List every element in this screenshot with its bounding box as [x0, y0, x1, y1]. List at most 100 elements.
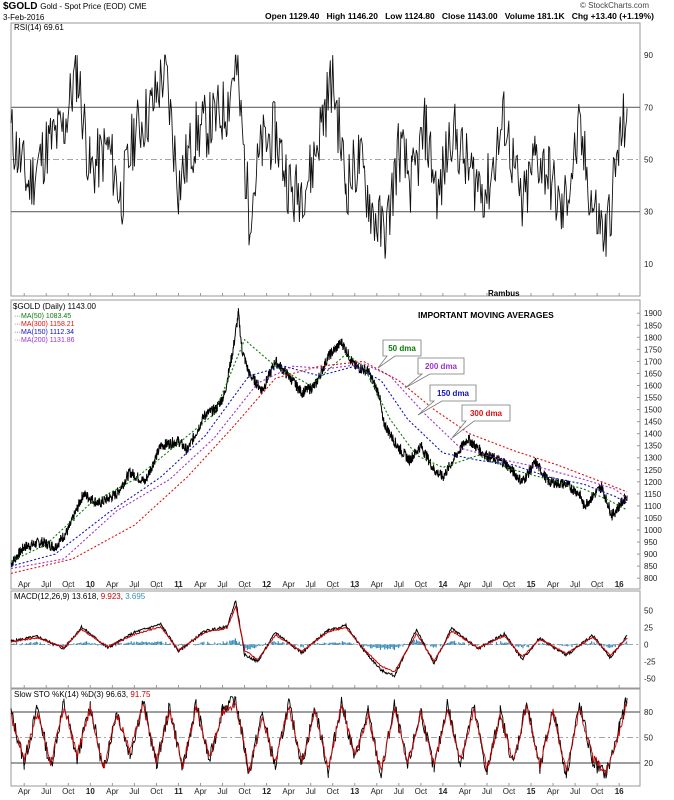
callout-box — [404, 357, 465, 389]
x-tick-label: Jul — [41, 787, 51, 796]
x-tick-label: Oct — [62, 787, 75, 796]
x-tick-label: Oct — [591, 580, 604, 589]
macd-tick-label: 25 — [644, 624, 653, 633]
chart-date: 3-Feb-2016 — [3, 13, 45, 22]
price-legend-title: $GOLD (Daily) 1143.00 — [13, 302, 96, 311]
panel-frames — [10, 22, 641, 787]
ma-line-ma300 — [10, 360, 628, 574]
exchange: CME — [128, 2, 147, 11]
symbol: $GOLD — [3, 1, 38, 12]
description: Gold - Spot Price (EOD) — [40, 2, 127, 11]
x-tick-label: Jul — [129, 787, 139, 796]
grid-lines — [11, 106, 640, 786]
price-tick-label: 1500 — [644, 406, 662, 415]
x-tick-label: Oct — [150, 580, 163, 589]
x-tick-label: Jul — [41, 580, 51, 589]
x-tick-label: Apr — [459, 580, 472, 589]
x-tick-label: Jul — [217, 580, 227, 589]
y-axis-labels: 9070503010800850900950100010501100115012… — [644, 51, 662, 768]
price-tick-label: 1650 — [644, 369, 662, 378]
x-tick-label: Jul — [306, 787, 316, 796]
price-tick-label: 1750 — [644, 345, 662, 354]
macd-tick-label: 50 — [644, 607, 653, 616]
ma-line-ma150 — [10, 365, 628, 567]
ma-legend-item: ···MA(300) 1158.21 — [14, 321, 75, 328]
callout-label: 300 dma — [470, 409, 503, 418]
x-tick-label: 11 — [174, 580, 183, 589]
macd-signal-line — [10, 605, 628, 673]
rsi-panel — [10, 54, 628, 259]
x-tick-label: 16 — [615, 580, 624, 589]
rsi-tick-label: 70 — [644, 103, 653, 112]
x-tick-label: Apr — [18, 787, 31, 796]
price-tick-label: 1200 — [644, 478, 662, 487]
price-tick-label: 1400 — [644, 430, 662, 439]
ma-line-ma200 — [10, 363, 628, 570]
x-tick-label: Oct — [62, 580, 75, 589]
x-tick-label: Apr — [282, 580, 295, 589]
price-tick-label: 1850 — [644, 321, 662, 330]
price-tick-label: 1800 — [644, 333, 662, 342]
x-tick-label: Apr — [106, 787, 119, 796]
x-tick-label: Apr — [371, 580, 384, 589]
x-tick-label: Jul — [482, 580, 492, 589]
callout-label: 50 dma — [388, 344, 416, 353]
price-tick-label: 950 — [644, 538, 658, 547]
callout-box — [451, 404, 511, 439]
x-tick-label: Oct — [503, 580, 516, 589]
x-tick-label: 15 — [527, 580, 536, 589]
x-tick-label: Jul — [306, 580, 316, 589]
price-tick-label: 1250 — [644, 466, 662, 475]
callout-label: 200 dma — [425, 362, 458, 371]
callout-box — [377, 339, 422, 369]
price-tick-label: 1000 — [644, 526, 662, 535]
price-tick-label: 1300 — [644, 454, 662, 463]
rsi-line — [10, 54, 628, 259]
x-tick-label: Oct — [415, 580, 428, 589]
price-tick-label: 800 — [644, 574, 658, 583]
rsi-tick-label: 50 — [644, 156, 653, 165]
price-tick-label: 900 — [644, 550, 658, 559]
callouts: 50 dma 200 dma 150 dma 300 dma — [377, 339, 511, 439]
x-tick-label: Apr — [547, 580, 560, 589]
x-tick-label: Jul — [129, 580, 139, 589]
annotation-title: IMPORTANT MOVING AVERAGES — [418, 310, 554, 320]
macd-tick-label: -50 — [644, 675, 656, 684]
x-tick-label: Apr — [371, 787, 384, 796]
x-tick-label: Apr — [194, 580, 207, 589]
author-label: Rambus — [488, 289, 520, 298]
x-tick-label: Apr — [547, 787, 560, 796]
macd-tick-label: 0 — [644, 641, 649, 650]
sto-tick-label: 50 — [644, 734, 653, 743]
price-tick-label: 1550 — [644, 394, 662, 403]
price-tick-label: 1700 — [644, 357, 662, 366]
x-tick-label: Jul — [570, 580, 580, 589]
x-tick-label: Oct — [150, 787, 163, 796]
x-tick-label: Oct — [591, 787, 604, 796]
x-tick-label: Oct — [503, 787, 516, 796]
sto-legend: Slow STO %K(14) %D(3) 96.63, 91.75 — [14, 690, 151, 699]
x-tick-label: Apr — [194, 787, 207, 796]
ma-legend-item: ···MA(200) 1131.86 — [14, 337, 75, 344]
sto-panel — [10, 695, 628, 779]
watermark: © StockCharts.com — [580, 1, 650, 10]
x-tick-label: 15 — [527, 787, 536, 796]
price-tick-label: 1900 — [644, 309, 662, 318]
x-tick-label: 13 — [350, 787, 359, 796]
x-tick-label: 14 — [438, 787, 447, 796]
x-tick-label: 11 — [174, 787, 183, 796]
macd-panel — [10, 600, 628, 678]
x-tick-label: 12 — [262, 787, 271, 796]
x-tick-label: 16 — [615, 787, 624, 796]
price-tick-label: 850 — [644, 562, 658, 571]
rsi-tick-label: 10 — [644, 260, 653, 269]
callout-label: 150 dma — [437, 389, 470, 398]
price-tick-label: 1450 — [644, 418, 662, 427]
price-panel — [10, 308, 628, 574]
x-tick-label: Apr — [106, 580, 119, 589]
panel-frame-macd — [10, 590, 641, 689]
rsi-legend: RSI(14) 69.61 — [14, 23, 64, 32]
x-tick-label: Oct — [238, 580, 251, 589]
ma-legend-item: ···MA(150) 1112.34 — [14, 329, 75, 336]
x-tick-label: Apr — [282, 787, 295, 796]
